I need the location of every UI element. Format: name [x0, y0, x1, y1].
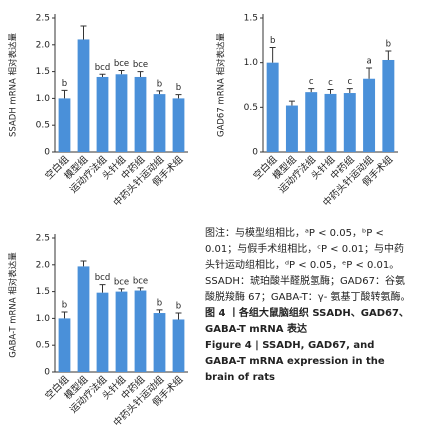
- significance-label: b: [176, 83, 181, 93]
- bar: [324, 93, 337, 152]
- significance-label: bce: [114, 277, 129, 287]
- y-axis-label: GAD67 mRNA 相对表达量: [216, 32, 227, 137]
- significance-label: b: [157, 79, 162, 89]
- significance-label: b: [176, 302, 181, 312]
- bar: [77, 39, 90, 152]
- error-bar: [61, 89, 68, 99]
- significance-label: b: [386, 40, 391, 50]
- y-tick-label: 0.5: [244, 103, 258, 113]
- bar: [58, 318, 71, 372]
- error-bar: [80, 260, 87, 267]
- error-bar: [175, 94, 182, 99]
- bar: [305, 92, 318, 152]
- y-axis-label: GABA-T mRNA 相对表达量: [8, 252, 19, 358]
- error-bar: [80, 25, 87, 40]
- significance-label: b: [62, 79, 67, 89]
- significance-label: b: [157, 298, 162, 308]
- bar: [363, 78, 376, 152]
- error-bar: [175, 312, 182, 320]
- significance-label: c: [328, 78, 333, 88]
- y-tick-label: 1.5: [36, 287, 50, 297]
- y-tick-label: 0: [44, 368, 50, 378]
- bar: [96, 292, 109, 372]
- bar: [77, 266, 90, 372]
- error-bar: [137, 287, 144, 291]
- bar: [172, 319, 185, 372]
- y-tick-label: 1.0: [244, 58, 259, 68]
- bar: [134, 290, 147, 372]
- bar: [115, 74, 128, 152]
- y-tick-label: 2.5: [36, 14, 50, 24]
- significance-label: c: [309, 77, 314, 87]
- error-bar: [366, 67, 373, 79]
- error-bar: [99, 284, 106, 293]
- bar: [58, 98, 71, 152]
- significance-label: b: [62, 300, 67, 310]
- caption: 图注：与模型组相比，ᵃP < 0.05，ᵇP < 0.01；与假手术组相比，ᶜP…: [205, 226, 411, 386]
- error-bar: [156, 90, 163, 95]
- y-tick-label: 2.0: [36, 40, 51, 50]
- y-tick-label: 2.0: [36, 260, 51, 270]
- significance-label: a: [366, 57, 371, 67]
- caption-title-cn: 图 4 丨各组大鼠脑组织 SSADH、GAD67、GABA-T mRNA 表达: [205, 308, 409, 335]
- significance-label: c: [347, 77, 352, 87]
- error-bar: [118, 70, 125, 75]
- error-bar: [137, 71, 144, 77]
- bar: [153, 313, 166, 372]
- bar: [153, 94, 166, 152]
- bar: [134, 76, 147, 152]
- error-bar: [327, 88, 334, 94]
- significance-label: bce: [133, 276, 148, 286]
- bar: [96, 76, 109, 152]
- caption-title-en: Figure 4 | SSADH, GAD67, and GABA-T mRNA…: [205, 340, 385, 383]
- y-tick-label: 1.5: [244, 14, 258, 24]
- caption-note: 图注：与模型组相比，ᵃP < 0.05，ᵇP < 0.01；与假手术组相比，ᶜP…: [205, 228, 411, 303]
- significance-label: bce: [133, 60, 148, 70]
- y-tick-label: 0.5: [36, 121, 50, 131]
- y-tick-label: 1.0: [36, 94, 51, 104]
- error-bar: [346, 88, 353, 94]
- y-tick-label: 1.5: [36, 67, 50, 77]
- significance-label: bcd: [95, 63, 110, 73]
- y-tick-label: 0.5: [36, 341, 50, 351]
- error-bar: [61, 311, 68, 319]
- y-axis-label: SSADH mRNA 相对表达量: [8, 33, 19, 137]
- significance-label: b: [270, 36, 275, 46]
- error-bar: [308, 88, 315, 93]
- bar: [172, 98, 185, 152]
- significance-label: bcd: [95, 273, 110, 283]
- bar: [115, 291, 128, 372]
- bar: [266, 62, 279, 152]
- y-tick-label: 0: [44, 148, 50, 158]
- error-bar: [118, 288, 125, 292]
- bar: [285, 105, 298, 152]
- bar: [343, 93, 356, 152]
- bar: [382, 59, 395, 153]
- significance-label: bce: [114, 59, 129, 69]
- error-bar: [156, 309, 163, 314]
- error-bar: [99, 73, 106, 77]
- error-bar: [269, 46, 276, 63]
- error-bar: [288, 100, 295, 106]
- y-tick-label: 0: [252, 148, 258, 158]
- y-tick-label: 2.5: [36, 234, 50, 244]
- y-tick-label: 1.0: [36, 314, 51, 324]
- error-bar: [385, 50, 392, 60]
